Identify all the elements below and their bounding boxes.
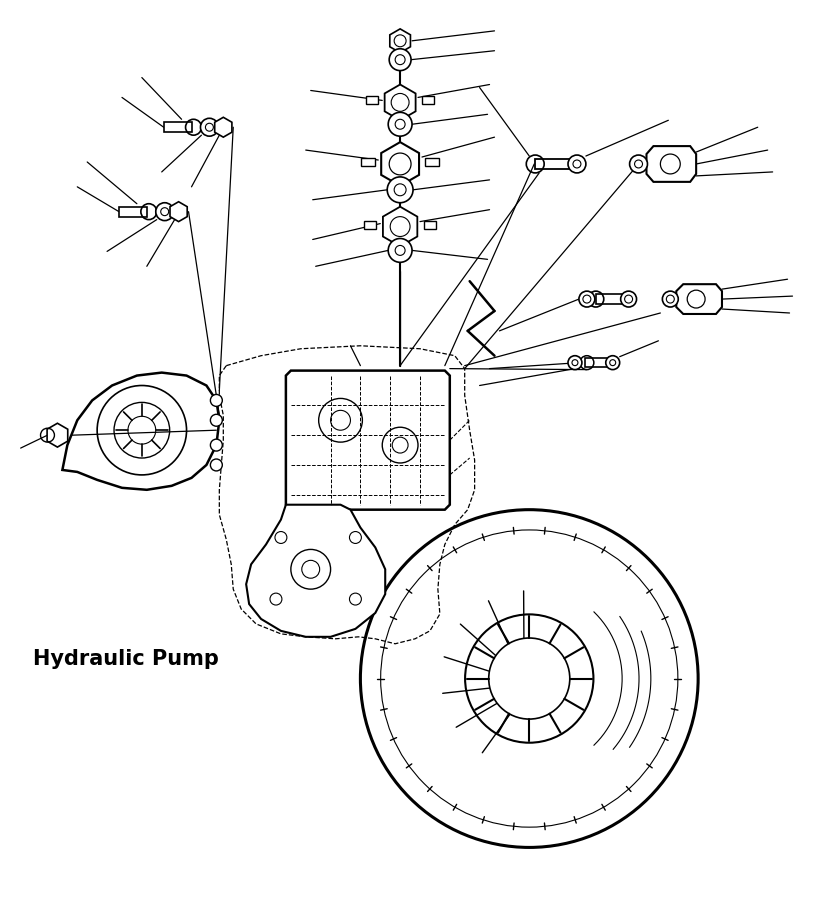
Circle shape: [156, 203, 173, 220]
Text: Hydraulic Pump: Hydraulic Pump: [33, 649, 219, 668]
Circle shape: [573, 160, 581, 168]
Circle shape: [210, 414, 222, 426]
Polygon shape: [646, 146, 696, 182]
Circle shape: [396, 119, 405, 129]
Circle shape: [568, 155, 586, 173]
Circle shape: [396, 54, 405, 65]
Bar: [424, 220, 436, 229]
Circle shape: [666, 295, 675, 303]
Circle shape: [387, 177, 413, 203]
Circle shape: [662, 291, 678, 307]
Circle shape: [349, 593, 361, 605]
Circle shape: [360, 510, 698, 847]
Circle shape: [579, 291, 595, 307]
Circle shape: [606, 356, 619, 370]
Circle shape: [275, 531, 287, 543]
Circle shape: [489, 638, 570, 719]
Bar: [365, 220, 376, 229]
Polygon shape: [383, 207, 417, 246]
Polygon shape: [163, 123, 192, 132]
Circle shape: [205, 124, 214, 131]
Circle shape: [388, 112, 412, 136]
Polygon shape: [215, 117, 232, 137]
Circle shape: [349, 531, 361, 543]
Bar: [535, 159, 573, 170]
Circle shape: [270, 593, 282, 605]
Polygon shape: [286, 371, 450, 510]
Bar: [585, 358, 608, 367]
Polygon shape: [390, 29, 411, 53]
Circle shape: [388, 239, 412, 263]
Circle shape: [583, 295, 591, 303]
Circle shape: [621, 291, 637, 307]
Circle shape: [624, 295, 633, 303]
Polygon shape: [381, 142, 419, 186]
Bar: [422, 97, 434, 104]
Circle shape: [568, 356, 582, 370]
Circle shape: [634, 160, 643, 168]
Circle shape: [629, 155, 648, 173]
Bar: [596, 294, 626, 304]
Bar: [425, 158, 439, 167]
Polygon shape: [385, 85, 416, 120]
Circle shape: [200, 118, 219, 136]
Circle shape: [610, 360, 616, 366]
Circle shape: [394, 183, 406, 195]
Circle shape: [396, 245, 405, 255]
Polygon shape: [62, 372, 220, 490]
Polygon shape: [246, 504, 385, 637]
Circle shape: [572, 360, 578, 366]
Polygon shape: [119, 207, 147, 217]
Circle shape: [210, 395, 222, 407]
Circle shape: [465, 614, 593, 743]
Circle shape: [161, 207, 168, 216]
Circle shape: [210, 459, 222, 471]
Bar: [366, 97, 378, 104]
Polygon shape: [47, 423, 68, 447]
Polygon shape: [170, 202, 187, 221]
Circle shape: [210, 439, 222, 451]
Polygon shape: [676, 284, 722, 314]
Bar: [361, 158, 375, 167]
Circle shape: [389, 49, 411, 71]
